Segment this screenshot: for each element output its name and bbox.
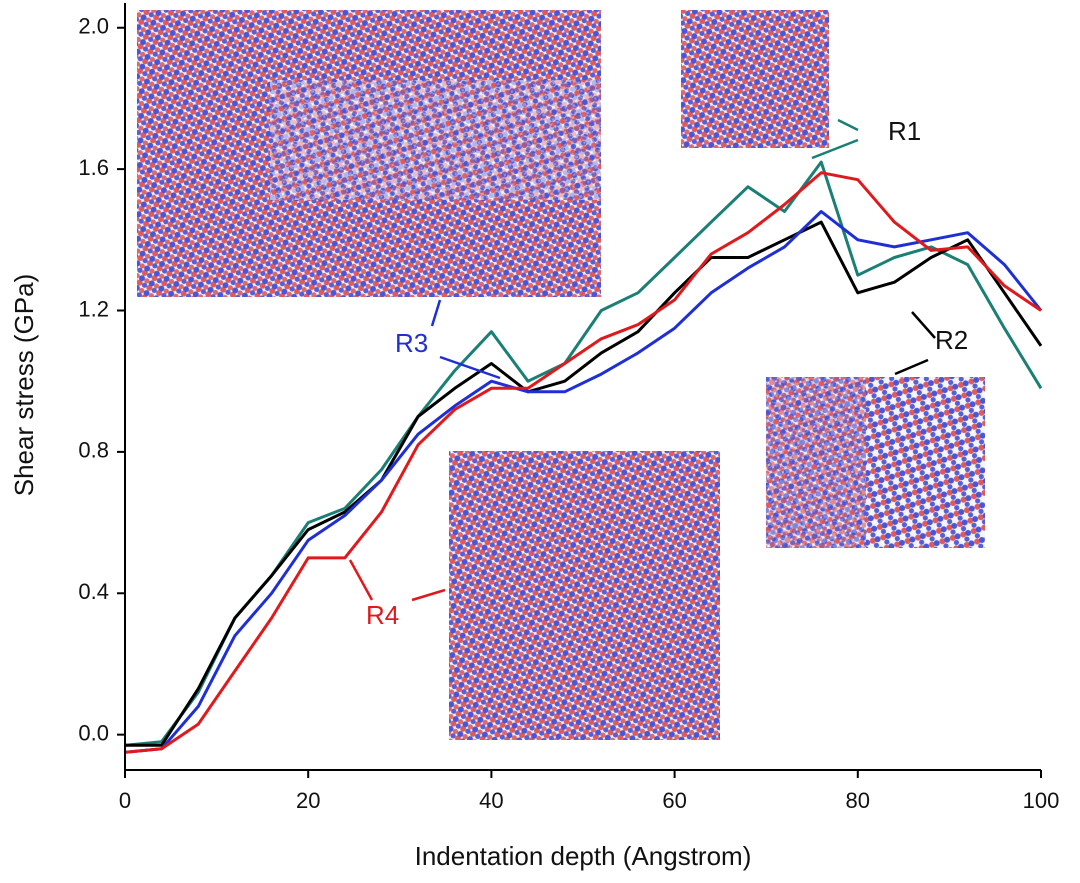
- series-line: [125, 220, 1043, 747]
- y-tick-label: 1.2: [78, 296, 109, 321]
- inset-image: [449, 451, 720, 740]
- x-tick-label: 80: [846, 788, 870, 813]
- annotation: R3: [395, 328, 428, 358]
- y-tick-label: 0.8: [78, 438, 109, 463]
- arrows: [348, 118, 936, 602]
- arrow: [811, 138, 859, 160]
- annotation: R1: [888, 116, 921, 146]
- x-tick-label: 100: [1023, 788, 1060, 813]
- plot-area: 0 20 40 60 80 100 0.0 0.4 0.8 1.2 1.6 2.0: [78, 3, 1059, 813]
- arrow: [837, 118, 859, 132]
- arrow: [348, 559, 374, 601]
- series-line: [124, 171, 1042, 754]
- y-axis-title: Shear stress (GPa): [9, 274, 39, 497]
- annotation: R4: [366, 600, 399, 630]
- y-tick-label: 0.0: [78, 720, 109, 745]
- y-tick-label: 1.6: [78, 155, 109, 180]
- arrow: [439, 355, 501, 380]
- arrow: [430, 299, 442, 327]
- inset-image: [681, 10, 829, 148]
- inset-image: [766, 377, 866, 548]
- annotation: R2: [935, 325, 968, 355]
- x-tick-label: 60: [662, 788, 686, 813]
- series-line: [124, 210, 1043, 754]
- arrow: [894, 358, 929, 376]
- x-tick-label: 20: [296, 788, 320, 813]
- inset-image: [270, 80, 601, 200]
- insets: [137, 10, 985, 740]
- x-axis-title: Indentation depth (Angstrom): [415, 841, 752, 871]
- y-tick-label: 2.0: [78, 14, 109, 39]
- arrow: [411, 588, 446, 602]
- x-tick-label: 0: [119, 788, 131, 813]
- arrow: [911, 311, 936, 339]
- y-tick-label: 0.4: [78, 579, 109, 604]
- x-tick-label: 40: [479, 788, 503, 813]
